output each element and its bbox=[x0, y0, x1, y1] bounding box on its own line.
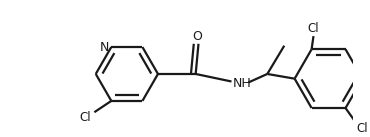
Text: O: O bbox=[193, 30, 202, 43]
Text: Cl: Cl bbox=[308, 22, 319, 35]
Text: Cl: Cl bbox=[357, 122, 368, 135]
Text: NH: NH bbox=[232, 77, 251, 90]
Text: N: N bbox=[100, 41, 110, 54]
Text: Cl: Cl bbox=[79, 111, 91, 124]
